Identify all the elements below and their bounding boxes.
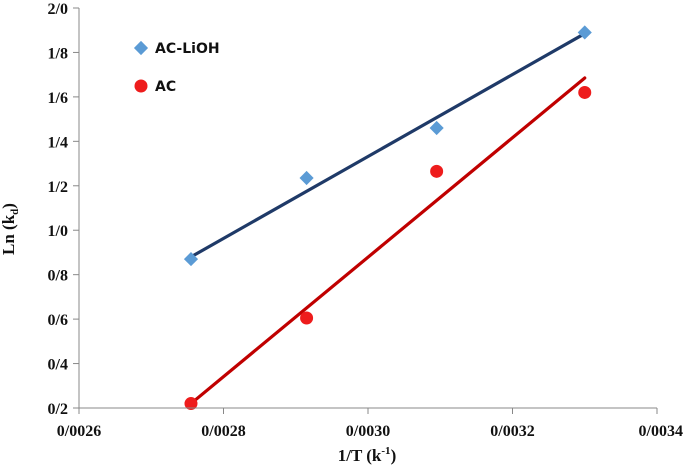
x-tick-label: 0/0030 — [346, 423, 390, 440]
y-tick-label: 0/2 — [48, 401, 68, 418]
data-point-ac-lioh — [183, 252, 199, 267]
y-tick-label: 0/8 — [48, 268, 68, 285]
data-point-ac — [430, 164, 444, 178]
legend-circle-marker — [134, 79, 148, 93]
legend: AC-LiOH AC — [133, 40, 220, 95]
x-tick-label: 0/0028 — [201, 423, 245, 440]
y-tick-label: 1/8 — [48, 45, 68, 62]
x-axis-ticks: 0/0026 0/0028 0/0030 0/0032 0/0034 — [57, 408, 683, 440]
x-tick-label: 0/0034 — [639, 423, 683, 440]
legend-diamond-marker — [133, 40, 149, 56]
data-point-ac — [184, 397, 198, 411]
data-point-ac — [300, 311, 314, 325]
trendline-ac-lioh — [189, 31, 587, 259]
y-tick-label: 2/0 — [48, 1, 68, 18]
plot-series — [183, 25, 592, 411]
data-point-ac-lioh — [299, 170, 314, 186]
y-tick-label: 1/2 — [48, 179, 68, 196]
trendline-ac — [189, 76, 587, 406]
data-point-ac — [578, 85, 592, 99]
y-tick-label: 1/6 — [48, 90, 68, 107]
data-point-ac-lioh — [577, 25, 592, 40]
y-tick-label: 0/6 — [48, 312, 68, 329]
data-point-ac-lioh — [429, 120, 444, 136]
y-tick-label: 1/0 — [48, 223, 68, 240]
y-axis-ticks: 0/2 0/4 0/6 0/8 1/0 1/2 1/4 1/6 1/8 2/0 — [48, 1, 79, 418]
x-tick-label: 0/0032 — [490, 423, 534, 440]
y-tick-label: 1/4 — [48, 134, 68, 151]
x-tick-label: 0/0026 — [57, 423, 101, 440]
y-axis-title: Ln (kd) — [0, 203, 21, 255]
legend-label-ac: AC — [155, 79, 176, 95]
x-axis-title: 1/T (k-1) — [338, 445, 396, 465]
legend-label-ac-lioh: AC-LiOH — [155, 41, 220, 57]
y-tick-label: 0/4 — [48, 357, 68, 374]
